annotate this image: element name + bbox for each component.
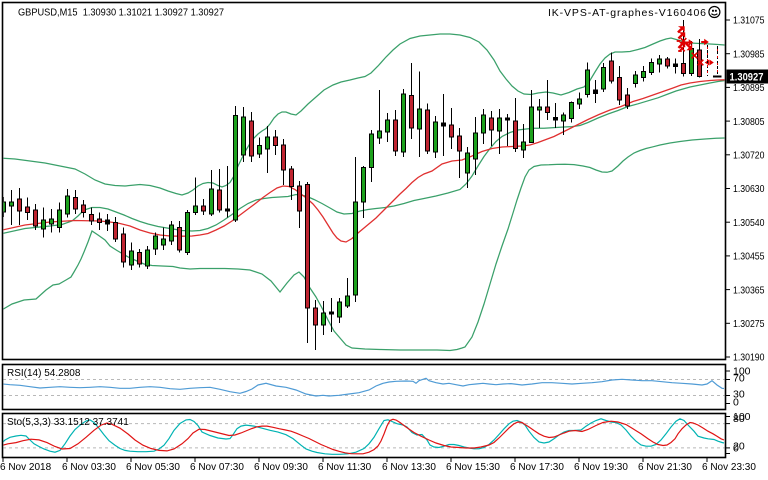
svg-text:6 Nov 13:30: 6 Nov 13:30 — [382, 462, 436, 473]
svg-text:70: 70 — [733, 373, 745, 385]
svg-text:RSI(14) 54.2808: RSI(14) 54.2808 — [7, 368, 81, 379]
svg-text:1.30540: 1.30540 — [733, 217, 765, 229]
svg-text:0: 0 — [733, 397, 739, 409]
svg-text:1.30805: 1.30805 — [733, 116, 765, 128]
svg-text:100: 100 — [733, 366, 751, 378]
svg-text:6 Nov 19:30: 6 Nov 19:30 — [574, 462, 628, 473]
svg-text:6 Nov 09:30: 6 Nov 09:30 — [254, 462, 308, 473]
svg-text:6 Nov 17:30: 6 Nov 17:30 — [510, 462, 564, 473]
svg-text:1.30275: 1.30275 — [733, 318, 765, 330]
svg-text:6 Nov 2018: 6 Nov 2018 — [0, 462, 52, 473]
svg-text:Sto(5,3,3) 33.1512 37.3741: Sto(5,3,3) 33.1512 37.3741 — [7, 417, 129, 428]
svg-text:1.30630: 1.30630 — [733, 183, 765, 195]
svg-text:1.30927: 1.30927 — [730, 72, 764, 84]
svg-text:6 Nov 11:30: 6 Nov 11:30 — [318, 462, 372, 473]
svg-text:30: 30 — [733, 389, 745, 401]
svg-text:1.30985: 1.30985 — [733, 48, 765, 60]
svg-text:IK-VPS-AT-graphes-V160406: IK-VPS-AT-graphes-V160406 — [548, 7, 706, 19]
svg-text:6 Nov 05:30: 6 Nov 05:30 — [126, 462, 180, 473]
svg-text:1.30455: 1.30455 — [733, 251, 765, 263]
svg-text:0: 0 — [733, 443, 739, 455]
svg-text:GBPUSD,M15 1.30930 1.31021 1.: GBPUSD,M15 1.30930 1.31021 1.30927 1.309… — [18, 7, 224, 19]
svg-text:6 Nov 03:30: 6 Nov 03:30 — [62, 462, 116, 473]
svg-text:1.30720: 1.30720 — [733, 150, 765, 162]
svg-text:1.30190: 1.30190 — [733, 352, 765, 364]
svg-text:6 Nov 21:30: 6 Nov 21:30 — [638, 462, 692, 473]
svg-text:100: 100 — [733, 411, 751, 423]
svg-text:1.30895: 1.30895 — [733, 82, 765, 94]
svg-text:20: 20 — [733, 441, 745, 453]
svg-text:1.30365: 1.30365 — [733, 284, 765, 296]
svg-text:6 Nov 07:30: 6 Nov 07:30 — [190, 462, 244, 473]
svg-text:6 Nov 23:30: 6 Nov 23:30 — [702, 462, 756, 473]
svg-text:80: 80 — [733, 413, 745, 425]
svg-text:1.31075: 1.31075 — [733, 15, 765, 27]
svg-text:6 Nov 15:30: 6 Nov 15:30 — [446, 462, 500, 473]
